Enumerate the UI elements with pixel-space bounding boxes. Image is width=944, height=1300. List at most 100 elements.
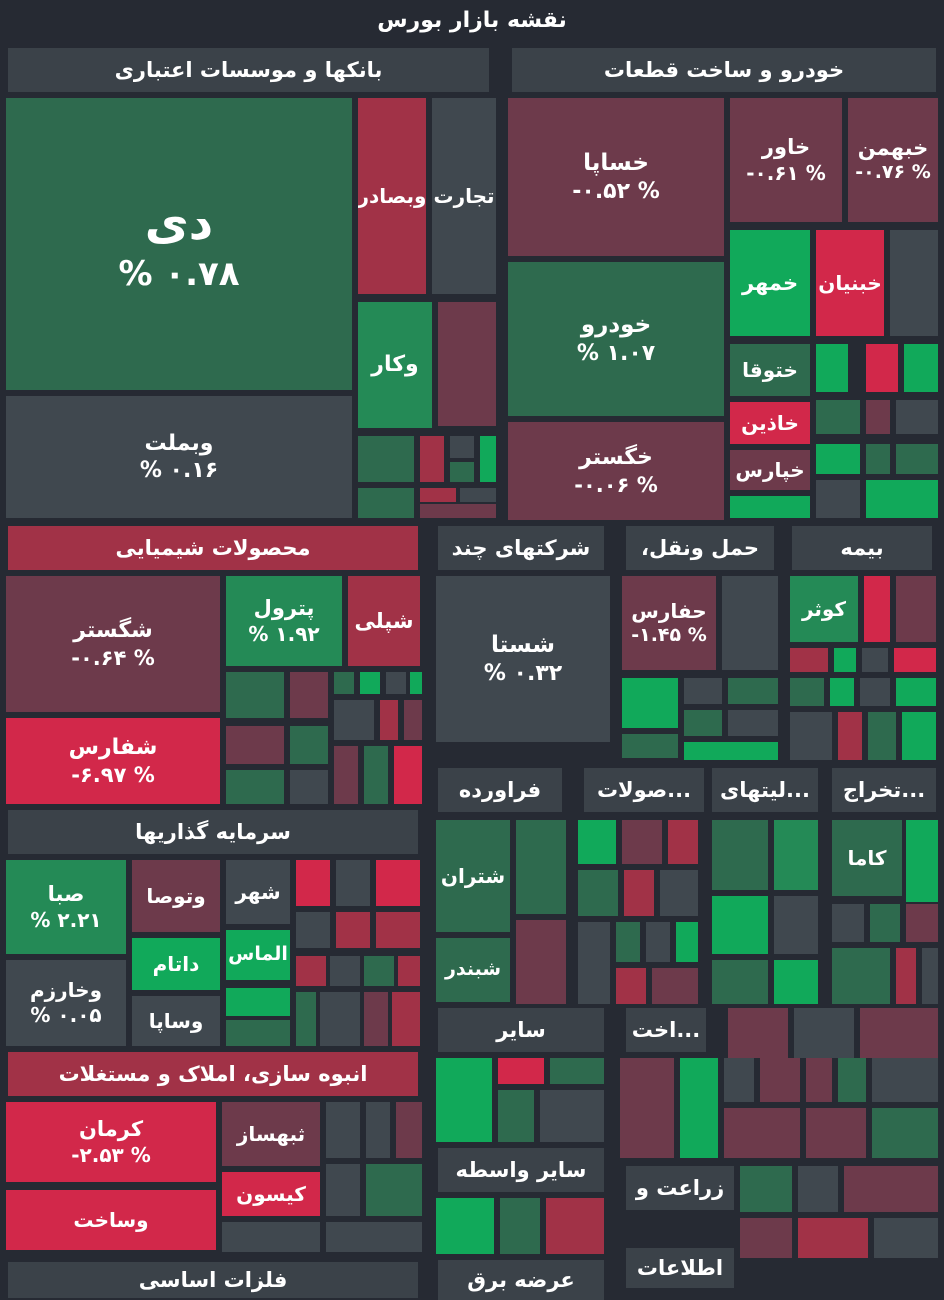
small-tile-105[interactable]: [366, 1102, 390, 1158]
small-tile-10[interactable]: [890, 230, 938, 336]
small-tile-76[interactable]: [774, 896, 818, 954]
tile-shebandar[interactable]: شبندر: [436, 938, 510, 1002]
small-tile-36[interactable]: [334, 746, 358, 804]
small-tile-49[interactable]: [790, 648, 828, 672]
sector-header-utilities[interactable]: ...لیتهای: [712, 768, 818, 812]
sector-header-insurance[interactable]: بیمه: [792, 526, 932, 570]
small-tile-129[interactable]: [724, 1108, 800, 1158]
tile-shasta[interactable]: شستا % ۰.۳۲: [436, 576, 610, 742]
tile-tejarat[interactable]: تجارت: [432, 98, 496, 294]
sector-header-products[interactable]: ...صولات: [584, 768, 704, 812]
tile-kerman[interactable]: کرمان -۲.۵۳ %: [6, 1102, 216, 1182]
tile-vesapa[interactable]: وساپا: [132, 996, 220, 1046]
small-tile-32[interactable]: [226, 726, 284, 764]
tile-kowsar[interactable]: کوثر: [790, 576, 858, 642]
small-tile-75[interactable]: [712, 896, 768, 954]
tile-khbahman[interactable]: خبهمن -۰.۷۶ %: [848, 98, 938, 222]
small-tile-17[interactable]: [816, 444, 860, 474]
small-tile-106[interactable]: [396, 1102, 422, 1158]
small-tile-81[interactable]: [870, 904, 900, 942]
sector-header-banks[interactable]: بانکها و موسسات اعتباری: [8, 48, 489, 92]
tile-khtoga[interactable]: ختوقا: [730, 344, 810, 396]
tile-shahr[interactable]: شهر: [226, 860, 290, 924]
small-tile-50[interactable]: [834, 648, 856, 672]
small-tile-21[interactable]: [866, 480, 938, 518]
small-tile-25[interactable]: [334, 672, 354, 694]
small-tile-117[interactable]: [500, 1198, 540, 1254]
small-tile-45[interactable]: [622, 734, 678, 758]
small-tile-2[interactable]: [420, 436, 444, 482]
tile-kama[interactable]: کاما: [832, 820, 902, 896]
small-tile-19[interactable]: [896, 444, 938, 474]
sector-header-auto[interactable]: خودرو و ساخت قطعات: [512, 48, 936, 92]
small-tile-34[interactable]: [226, 770, 284, 804]
small-tile-137[interactable]: [874, 1218, 938, 1258]
tile-khmehr[interactable]: خمهر: [730, 230, 810, 336]
small-tile-40[interactable]: [622, 678, 678, 728]
small-tile-111[interactable]: [436, 1058, 492, 1142]
tile-dey[interactable]: دی % ۰.۷۸: [6, 98, 352, 390]
sector-header-other-intermediary[interactable]: سایر واسطه: [438, 1148, 604, 1192]
small-tile-8[interactable]: [460, 488, 496, 502]
sector-header-electricity[interactable]: عرضه برق: [438, 1260, 604, 1300]
small-tile-89[interactable]: [336, 860, 370, 906]
small-tile-69[interactable]: [646, 922, 670, 962]
small-tile-31[interactable]: [404, 700, 422, 740]
small-tile-97[interactable]: [330, 956, 360, 986]
small-tile-87[interactable]: [516, 920, 566, 1004]
small-tile-23[interactable]: [226, 672, 284, 718]
small-tile-59[interactable]: [868, 712, 896, 760]
small-tile-15[interactable]: [866, 400, 890, 434]
small-tile-30[interactable]: [380, 700, 398, 740]
small-tile-123[interactable]: [680, 1058, 718, 1158]
small-tile-58[interactable]: [838, 712, 862, 760]
small-tile-64[interactable]: [578, 870, 618, 916]
small-tile-12[interactable]: [866, 344, 898, 392]
small-tile-61[interactable]: [578, 820, 616, 864]
small-tile-110[interactable]: [326, 1222, 422, 1252]
tile-vebsader[interactable]: وبصادر: [358, 98, 426, 294]
small-tile-70[interactable]: [676, 922, 698, 962]
small-tile-82[interactable]: [906, 904, 938, 942]
small-tile-60[interactable]: [902, 712, 936, 760]
small-tile-54[interactable]: [830, 678, 854, 706]
small-tile-20[interactable]: [816, 480, 860, 518]
tile-sheply[interactable]: شپلی: [348, 576, 420, 666]
small-tile-29[interactable]: [334, 700, 374, 740]
small-tile-24[interactable]: [290, 672, 328, 718]
small-tile-42[interactable]: [728, 678, 778, 704]
small-tile-6[interactable]: [358, 488, 414, 518]
small-tile-80[interactable]: [832, 904, 864, 942]
small-tile-115[interactable]: [540, 1090, 604, 1142]
small-tile-57[interactable]: [790, 712, 832, 760]
small-tile-135[interactable]: [740, 1218, 792, 1258]
small-tile-127[interactable]: [838, 1058, 866, 1102]
small-tile-130[interactable]: [806, 1108, 866, 1158]
small-tile-44[interactable]: [728, 710, 778, 736]
tile-shetran[interactable]: شتران: [436, 820, 510, 932]
small-tile-43[interactable]: [684, 710, 722, 736]
small-tile-124[interactable]: [724, 1058, 754, 1102]
small-tile-38[interactable]: [394, 746, 422, 804]
small-tile-99[interactable]: [398, 956, 420, 986]
tile-shegostar[interactable]: شگستر -۰.۶۴ %: [6, 576, 220, 712]
tile-petrol[interactable]: پترول % ۱.۹۲: [226, 576, 342, 666]
small-tile-112[interactable]: [498, 1058, 544, 1084]
small-tile-68[interactable]: [616, 922, 640, 962]
tile-vesakht[interactable]: وساخت: [6, 1190, 216, 1250]
sector-header-build[interactable]: ...اخت: [626, 1008, 706, 1052]
tile-shefars[interactable]: شفارس -۶.۹۷ %: [6, 718, 220, 804]
small-tile-51[interactable]: [862, 648, 888, 672]
small-tile-125[interactable]: [760, 1058, 800, 1102]
small-tile-120[interactable]: [794, 1008, 854, 1058]
small-tile-1[interactable]: [358, 436, 414, 482]
small-tile-128[interactable]: [872, 1058, 938, 1102]
tile-khbonyan[interactable]: خبنیان: [816, 230, 884, 336]
small-tile-101[interactable]: [320, 992, 360, 1046]
small-tile-3[interactable]: [450, 436, 474, 458]
small-tile-102[interactable]: [364, 992, 388, 1046]
tile-vekharazm[interactable]: وخارزم % ۰.۰۵: [6, 960, 126, 1046]
sector-header-mining[interactable]: ...تخراج: [832, 768, 936, 812]
small-tile-72[interactable]: [652, 968, 698, 1004]
small-tile-16[interactable]: [896, 400, 938, 434]
